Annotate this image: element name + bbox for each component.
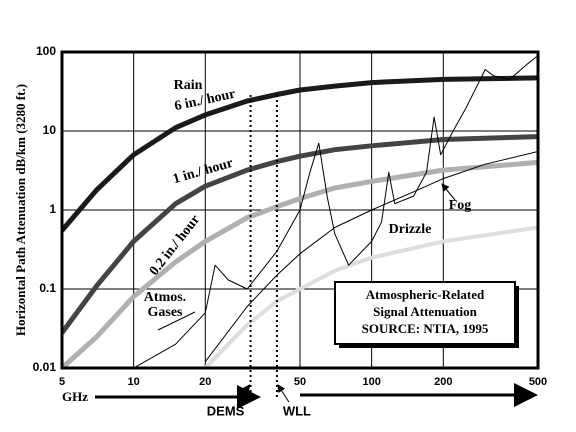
annotation-text: Atmospheric-Related [366, 287, 485, 302]
marker-label: WLL [283, 403, 311, 418]
series-line [62, 159, 538, 368]
y-tick-label: 100 [36, 44, 56, 58]
pointer [157, 311, 196, 331]
frame [60, 50, 540, 370]
x-tick-label: 5 [59, 376, 65, 388]
x-tick-label: 50 [294, 376, 306, 388]
series-label: Rain [173, 78, 203, 93]
series-line [203, 225, 538, 368]
series-label: Fog [448, 198, 472, 213]
box-shadow [515, 286, 519, 348]
marker-arrow [277, 384, 290, 403]
x-tick-label: 100 [362, 376, 380, 388]
box-shadow [339, 344, 519, 348]
marker-arrow [237, 384, 251, 403]
series-label: Drizzle [388, 222, 432, 237]
pointer [441, 183, 456, 201]
marker-label: DEMS [207, 403, 245, 418]
plot [62, 55, 538, 368]
series-line [62, 75, 538, 233]
y-axis-label: Horizontal Path Attenuation dB/km (3280 … [13, 84, 28, 336]
y-tick-label: 0.1 [39, 281, 56, 295]
x-axis-label: GHz [62, 389, 88, 404]
x-tick-label: 10 [128, 376, 140, 388]
series-label: Atmos. Gases [143, 290, 187, 320]
y-tick-label: 10 [43, 123, 57, 137]
annotation-text: SOURCE: NTIA, 1995 [362, 321, 489, 336]
series-line [133, 55, 538, 368]
x-tick-label: 500 [529, 376, 547, 388]
y-tick-label: 1 [49, 202, 56, 216]
y-tick-label: 0.01 [33, 360, 57, 374]
series-line [62, 134, 538, 335]
x-tick-label: 200 [434, 376, 452, 388]
annotation-box [334, 281, 516, 345]
series-line [204, 151, 538, 363]
annotation-text: Signal Attenuation [373, 304, 477, 319]
x-tick-label: 20 [199, 376, 211, 388]
